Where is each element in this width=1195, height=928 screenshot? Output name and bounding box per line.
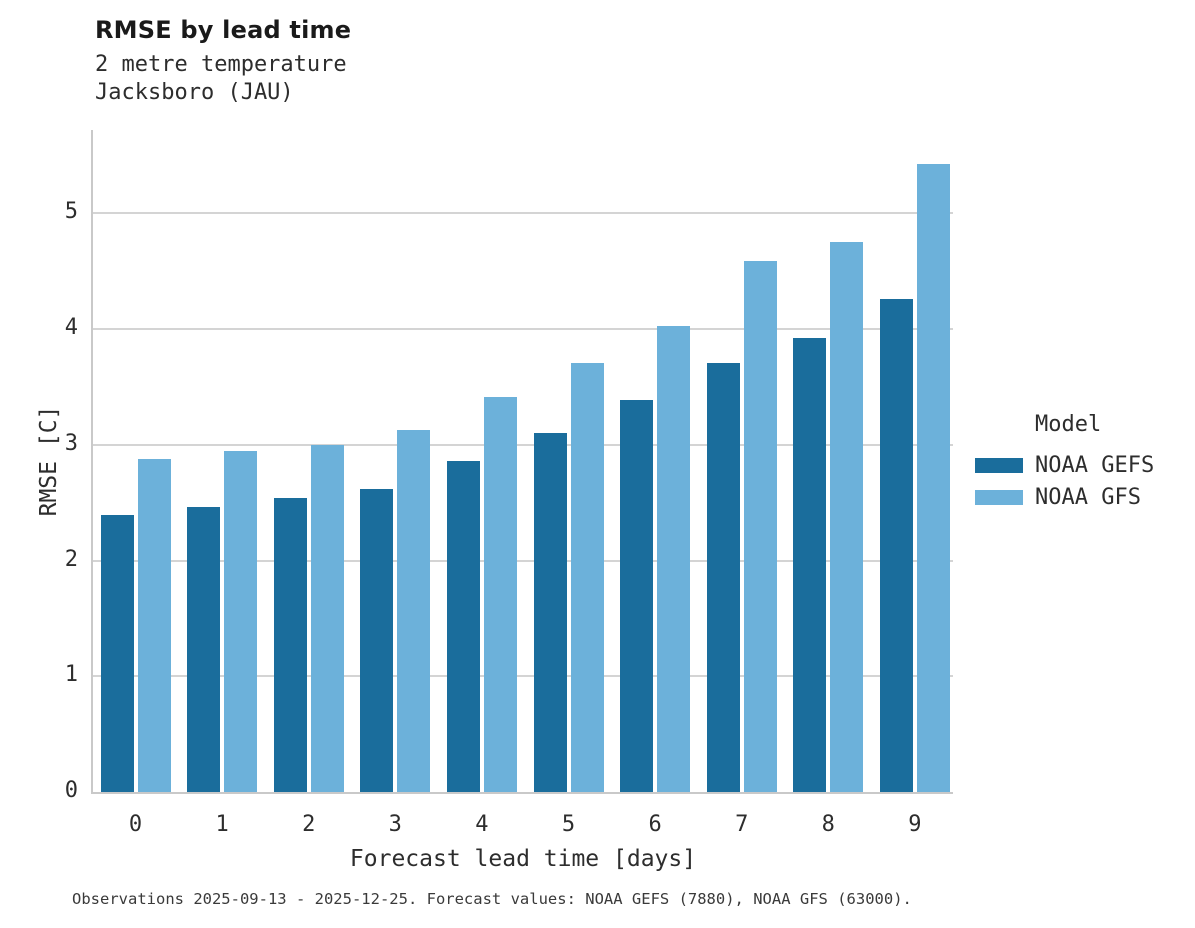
bar-noaa-gfs-lead-2: [310, 444, 344, 792]
gridline: [93, 328, 953, 331]
bar-noaa-gefs-lead-7: [706, 362, 740, 792]
bar-noaa-gfs-lead-6: [657, 325, 691, 792]
x-tick-label: 9: [908, 812, 922, 837]
bar-noaa-gefs-lead-8: [793, 338, 827, 792]
x-tick-label: 8: [821, 812, 835, 837]
x-tick-label: 4: [475, 812, 489, 837]
bar-noaa-gfs-lead-8: [830, 242, 864, 792]
x-tick-label: 7: [735, 812, 749, 837]
x-tick-label: 3: [388, 812, 402, 837]
chart-title: RMSE by lead time: [95, 16, 352, 44]
chart-subtitle-station: Jacksboro (JAU): [95, 80, 294, 105]
gridline: [93, 675, 953, 678]
bar-noaa-gefs-lead-6: [620, 399, 654, 792]
chart-subtitle-variable: 2 metre temperature: [95, 52, 347, 77]
bar-noaa-gfs-lead-5: [570, 362, 604, 792]
y-axis-label: RMSE [C]: [35, 405, 62, 517]
bar-noaa-gefs-lead-3: [360, 488, 394, 792]
y-axis-spine: [91, 130, 93, 794]
bar-noaa-gefs-lead-1: [187, 507, 221, 792]
bar-noaa-gfs-lead-4: [483, 397, 517, 792]
x-axis-label: Forecast lead time [days]: [349, 846, 697, 872]
legend-item-noaa-gfs: NOAA GFS: [975, 481, 1154, 513]
bar-noaa-gefs-lead-4: [446, 461, 480, 792]
bar-noaa-gefs-lead-9: [879, 298, 913, 792]
bar-noaa-gfs-lead-9: [916, 163, 950, 792]
x-tick-label: 0: [128, 812, 143, 837]
y-tick-label: 2: [64, 546, 78, 572]
bar-noaa-gefs-lead-0: [100, 515, 134, 792]
legend-swatch-noaa-gefs: [975, 457, 1023, 473]
gridline: [93, 212, 953, 215]
caption: Observations 2025-09-13 - 2025-12-25. Fo…: [72, 890, 912, 908]
y-tick-label: 4: [64, 315, 78, 341]
bar-noaa-gfs-lead-3: [397, 429, 431, 792]
x-axis-spine: [91, 792, 953, 794]
legend-label: NOAA GEFS: [1035, 452, 1155, 478]
bar-noaa-gefs-lead-5: [533, 433, 567, 792]
bar-noaa-gfs-lead-0: [137, 458, 171, 792]
y-tick-label: 5: [64, 199, 78, 225]
x-tick-label: 5: [561, 812, 576, 837]
y-tick-label: 3: [64, 430, 78, 456]
x-tick-label: 1: [215, 812, 229, 837]
legend-item-noaa-gefs: NOAA GEFS: [975, 449, 1154, 481]
legend-title: Model: [1035, 412, 1102, 437]
gridline: [93, 559, 953, 562]
bar-noaa-gefs-lead-2: [273, 498, 307, 792]
bar-noaa-gfs-lead-7: [743, 260, 777, 792]
y-tick-label: 1: [64, 662, 78, 688]
x-tick-label: 6: [648, 812, 662, 837]
bar-noaa-gfs-lead-1: [224, 450, 258, 792]
plot-area: [91, 130, 953, 794]
gridline: [93, 443, 953, 446]
x-tick-label: 2: [302, 812, 316, 837]
legend: Model NOAA GEFS NOAA GFS: [975, 412, 1154, 513]
y-tick-label: 0: [64, 778, 78, 803]
legend-swatch-noaa-gfs: [975, 489, 1023, 505]
legend-label: NOAA GFS: [1035, 484, 1141, 510]
